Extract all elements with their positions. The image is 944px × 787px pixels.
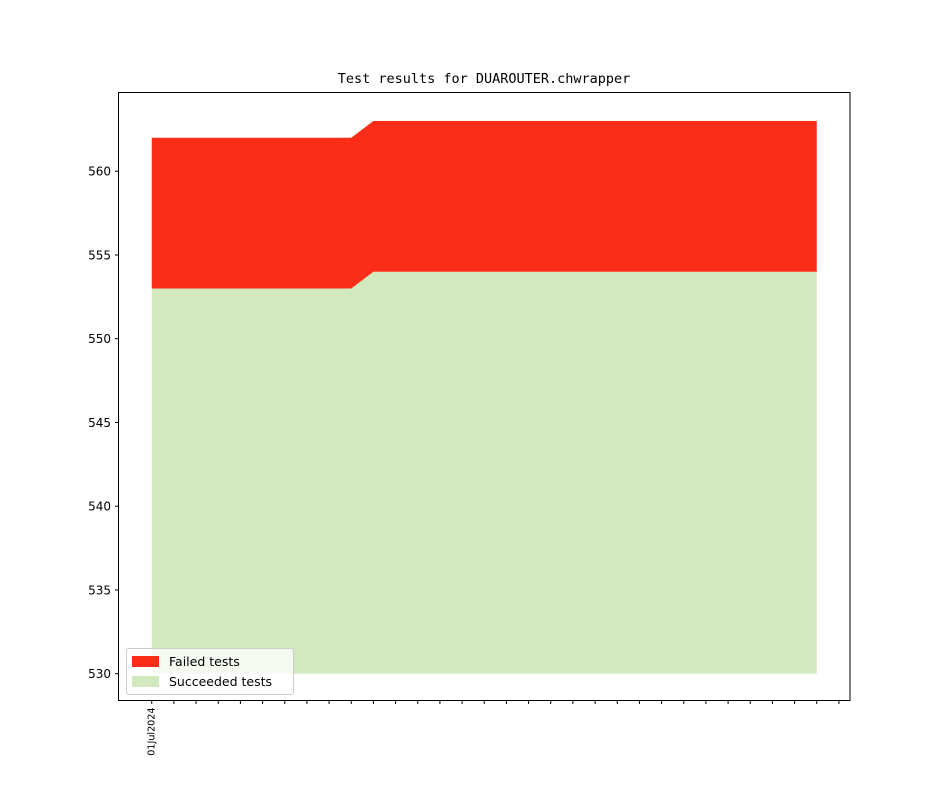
y-tick-label: 540: [88, 500, 111, 514]
legend: Failed tests Succeeded tests: [126, 648, 294, 695]
failed-tests-area: [151, 120, 817, 289]
y-tick-label: 535: [88, 583, 111, 597]
legend-swatch-failed-icon: [132, 655, 159, 667]
legend-label-failed: Failed tests: [169, 653, 240, 669]
legend-label-succeeded: Succeeded tests: [169, 674, 273, 690]
legend-swatch-succeeded-icon: [132, 676, 159, 688]
y-tick-label: 530: [88, 667, 111, 681]
legend-item-succeeded-tests: Succeeded tests: [132, 674, 293, 689]
y-tick-label: 555: [88, 248, 111, 262]
y-tick-label: 560: [88, 165, 111, 179]
y-tick-label: 545: [88, 416, 111, 430]
y-tick-label: 550: [88, 332, 111, 346]
chart-title: Test results for DUAROUTER.chwrapper: [337, 71, 631, 87]
legend-item-failed-tests: Failed tests: [132, 654, 293, 669]
x-tick-label: 01Jul2024: [146, 708, 157, 756]
succeeded-tests-area: [151, 271, 817, 674]
